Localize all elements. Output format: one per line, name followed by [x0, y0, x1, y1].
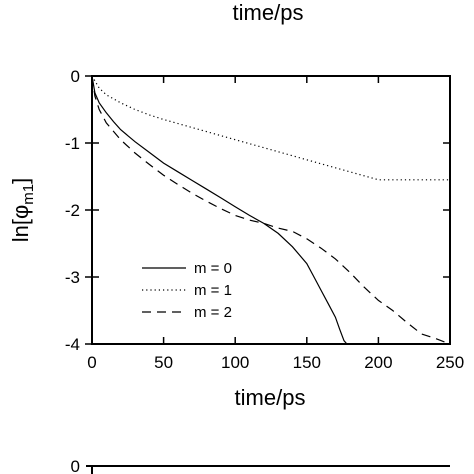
top-axis-title: time/ps: [233, 0, 304, 25]
plot-frame: [91, 75, 451, 345]
x-tick-label: 200: [364, 353, 392, 372]
legend-label: m = 1: [194, 282, 232, 299]
x-tick-labels: 0 50 100 150 200 250: [87, 353, 464, 372]
x-tick-label: 50: [154, 353, 173, 372]
x-axis-title: time/ps: [235, 385, 306, 410]
series-lines: [91, 75, 451, 345]
series-line: [91, 75, 451, 345]
y-tick-label: -2: [65, 201, 80, 220]
y-axis-title-main: ln[φ: [8, 205, 33, 243]
series-line: [91, 75, 348, 345]
legend-label: m = 0: [194, 260, 232, 277]
x-tick-label: 150: [293, 353, 321, 372]
x-tick-label: 0: [87, 353, 96, 372]
x-tick-label: 250: [436, 353, 464, 372]
y-axis-title-subscript: m1: [20, 184, 37, 205]
series-line: [91, 75, 450, 181]
y-axis-title-close: ]: [8, 178, 33, 184]
axis-ticks: [85, 75, 451, 345]
legend-label: m = 2: [194, 304, 232, 321]
y-tick-labels: 0 -1 -2 -3 -4: [65, 67, 80, 354]
legend: m = 0 m = 1 m = 2: [142, 260, 232, 321]
bottom-panel-tick-label: 0: [71, 457, 80, 474]
y-tick-label: -4: [65, 335, 80, 354]
x-tick-label: 100: [221, 353, 249, 372]
y-tick-label: -1: [65, 134, 80, 153]
y-axis-title: ln[φm1]: [8, 178, 37, 242]
y-tick-label: 0: [71, 67, 80, 86]
y-tick-label: -3: [65, 268, 80, 287]
